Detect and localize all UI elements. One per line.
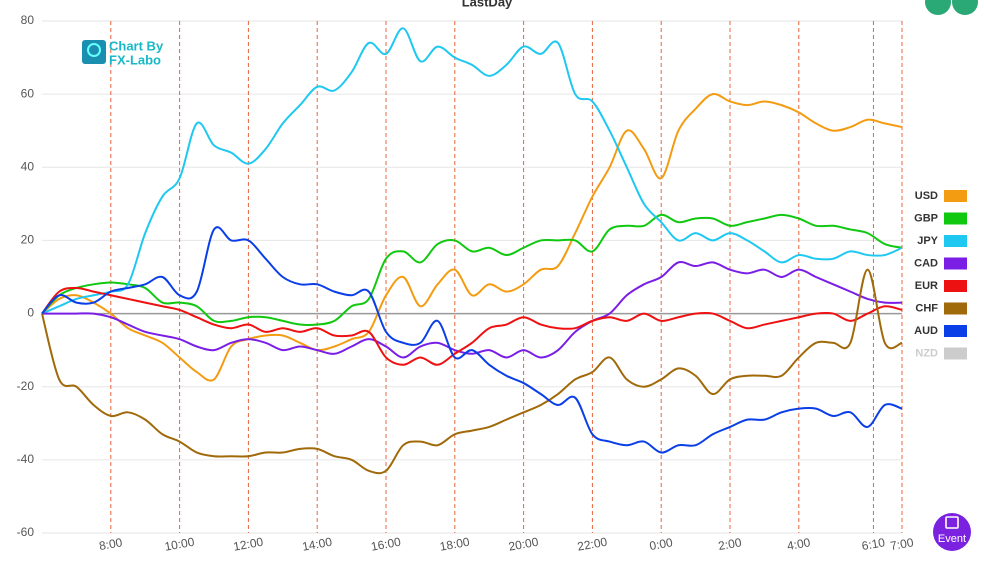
- y-tick-label: -20: [17, 379, 35, 393]
- line-series: [41, 286, 903, 366]
- line-series: [41, 268, 903, 475]
- logo-lens: [87, 43, 101, 57]
- event-label[interactable]: Event: [938, 533, 966, 545]
- legend-label: NZD: [915, 347, 938, 359]
- line-series: [41, 226, 903, 454]
- line-series: [41, 261, 903, 359]
- x-tick-label: 7:00: [889, 535, 915, 553]
- x-tick-label: 14:00: [301, 535, 333, 554]
- legend-swatch: [944, 190, 967, 202]
- legend-label: JPY: [917, 235, 938, 247]
- legend-label: CAD: [914, 257, 938, 269]
- legend-swatch: [944, 347, 967, 360]
- legend-swatch: [944, 280, 967, 292]
- x-tick-label: 16:00: [370, 535, 402, 554]
- x-tick-label: 18:00: [439, 535, 471, 554]
- x-tick-label: 0:00: [648, 535, 674, 553]
- logo-text: Chart By: [109, 38, 164, 53]
- x-tick-label: 22:00: [576, 535, 608, 554]
- chart-title: LastDay: [462, 0, 513, 9]
- watermark: Chart By FX-Labo: [82, 38, 164, 67]
- x-tick-label: 4:00: [786, 535, 812, 553]
- y-tick-label: 60: [21, 86, 35, 100]
- legend-label: USD: [915, 190, 938, 202]
- legend-swatch: [944, 235, 967, 247]
- legend-label: GBP: [914, 212, 938, 224]
- legend-label: EUR: [915, 280, 938, 292]
- x-tick-label: 20:00: [507, 535, 539, 554]
- legend-swatch: [944, 212, 967, 225]
- x-tick-label: 10:00: [163, 535, 195, 554]
- x-tick-label: 6:10: [861, 535, 887, 553]
- y-tick-label: -40: [17, 452, 35, 466]
- y-tick-label: -60: [17, 525, 35, 539]
- line-series: [41, 93, 903, 382]
- y-tick-label: 0: [27, 306, 34, 320]
- toolbar: [925, 0, 978, 15]
- logo-text: FX-Labo: [109, 52, 161, 67]
- legend-swatch: [944, 302, 967, 315]
- x-tick-label: 2:00: [717, 535, 743, 553]
- x-tick-label: 12:00: [232, 535, 264, 554]
- y-tick-label: 40: [21, 159, 35, 173]
- x-tick-label: 8:00: [98, 535, 124, 553]
- line-series: [41, 27, 903, 315]
- line-series: [41, 213, 903, 326]
- y-tick-label: 20: [21, 233, 35, 247]
- legend-swatch: [944, 325, 967, 337]
- legend-swatch: [944, 257, 967, 270]
- event-circle[interactable]: [933, 513, 971, 551]
- y-tick-label: 80: [21, 13, 35, 27]
- logo-icon: [82, 40, 106, 64]
- tool-button[interactable]: [952, 0, 978, 15]
- event-button[interactable]: Event: [933, 513, 971, 551]
- tool-button[interactable]: [925, 0, 951, 15]
- legend-label: CHF: [915, 302, 938, 314]
- event-icon: [945, 516, 959, 529]
- legend-label: AUD: [914, 325, 938, 337]
